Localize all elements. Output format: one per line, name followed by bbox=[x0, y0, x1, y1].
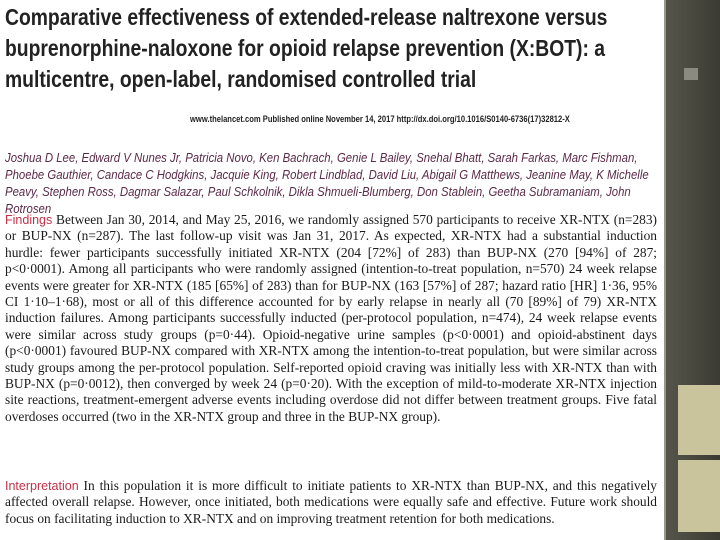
citation: www.thelancet.com Published online Novem… bbox=[190, 114, 570, 125]
section-label: Interpretation bbox=[5, 479, 79, 493]
side-square bbox=[684, 68, 698, 80]
side-panel bbox=[664, 0, 720, 540]
paper-title: Comparative effectiveness of extended-re… bbox=[5, 4, 608, 92]
side-block bbox=[678, 460, 720, 532]
section-text: In this population it is more difficult … bbox=[5, 478, 657, 526]
section: Interpretation In this population it is … bbox=[5, 478, 657, 527]
section: Findings Between Jan 30, 2014, and May 2… bbox=[5, 212, 657, 425]
authors: Joshua D Lee, Edward V Nunes Jr, Patrici… bbox=[5, 151, 649, 216]
side-block bbox=[678, 385, 720, 455]
section-label: Findings bbox=[5, 213, 53, 227]
section-text: Between Jan 30, 2014, and May 25, 2016, … bbox=[5, 212, 657, 424]
